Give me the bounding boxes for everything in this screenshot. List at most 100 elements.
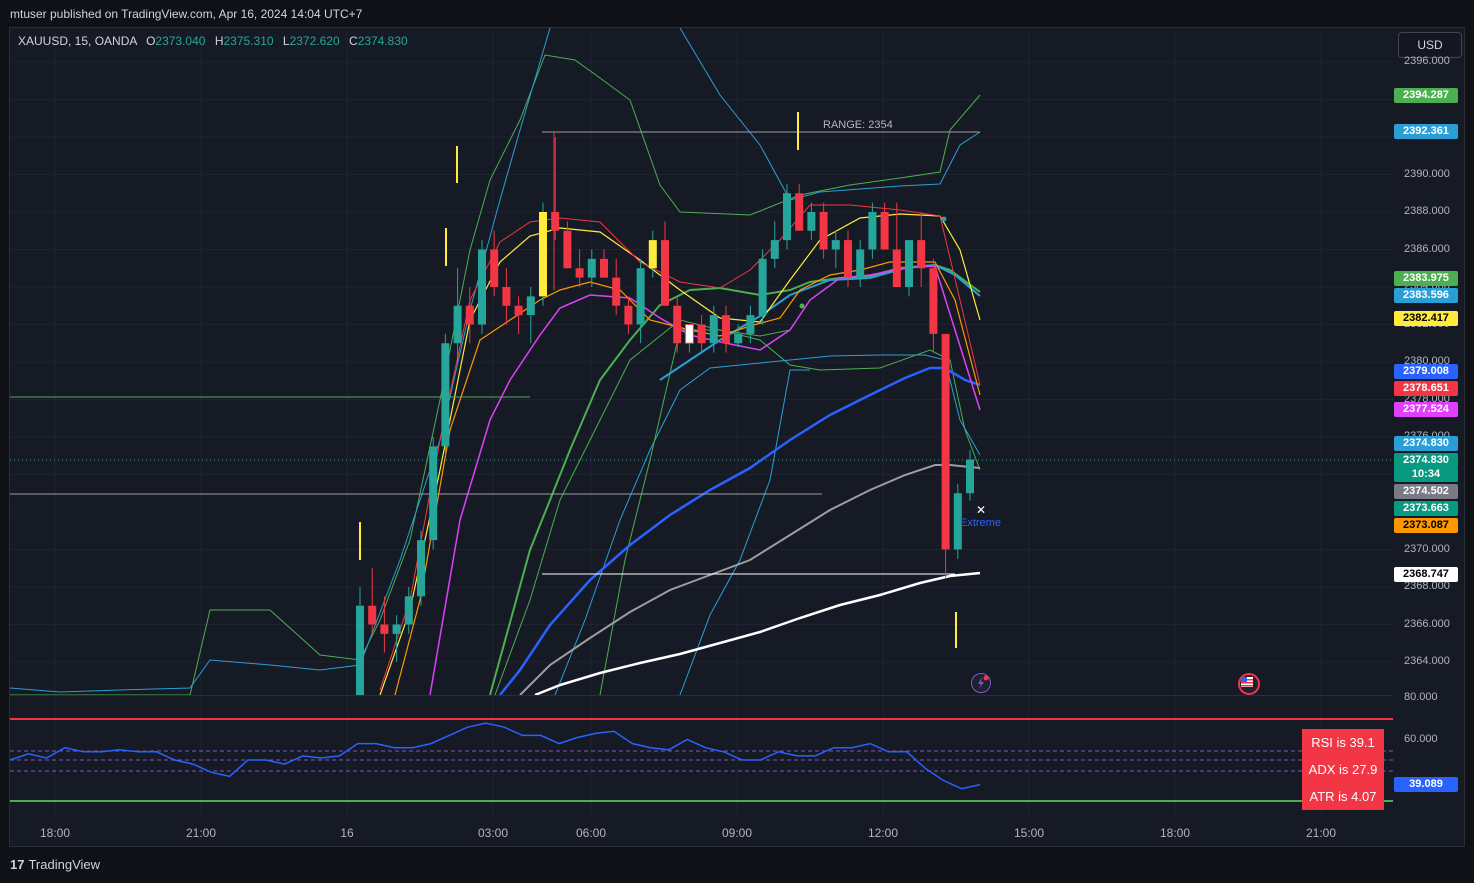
candle-body — [770, 240, 779, 259]
candle — [966, 450, 974, 501]
candle — [368, 568, 377, 634]
extreme-label: Extreme — [960, 517, 1001, 529]
candle-body — [684, 324, 694, 344]
price-tag: 2373.087 — [1394, 518, 1458, 533]
candle — [844, 230, 852, 287]
price-axis-label: 2366.000 — [1404, 617, 1450, 630]
candle — [441, 333, 450, 456]
candle — [941, 333, 950, 578]
lightning-glyph — [978, 675, 989, 689]
band-blue-lower — [554, 354, 981, 696]
candle — [465, 287, 474, 344]
currency-button[interactable]: USD — [1398, 32, 1462, 58]
candle — [429, 437, 438, 550]
atr-info-box: ATR is 4.07 — [1302, 783, 1384, 810]
candle-body — [441, 343, 450, 447]
candle-body — [868, 212, 877, 250]
candle — [746, 305, 755, 344]
candle-body — [526, 296, 535, 316]
candle-body — [624, 305, 633, 325]
price-tag: 39.089 — [1394, 777, 1458, 792]
candle — [795, 183, 804, 231]
candle — [929, 258, 938, 353]
candle — [831, 230, 840, 269]
price-tag: 2379.008 — [1394, 364, 1458, 379]
time-axis-label: 18:00 — [39, 826, 71, 840]
candle-body — [465, 305, 474, 325]
rsi-pane — [9, 718, 1393, 802]
candle — [539, 202, 547, 306]
candle — [624, 296, 633, 334]
candle-body — [392, 624, 401, 634]
time-axis-label: 03:00 — [477, 826, 509, 840]
candle-body — [783, 193, 791, 241]
us-flag-icon[interactable] — [1238, 673, 1260, 695]
candle — [892, 202, 901, 287]
candle — [905, 240, 913, 297]
candle-body — [880, 212, 889, 250]
price-axis-label: 2370.000 — [1404, 542, 1450, 555]
price-axis-label: 2390.000 — [1404, 167, 1450, 180]
candle — [697, 315, 706, 353]
price-axis-label: 2396.000 — [1404, 55, 1450, 67]
ma-blue — [499, 366, 981, 696]
price-tag: 2383.596 — [1394, 288, 1458, 303]
ma-gray — [519, 464, 981, 696]
candle — [587, 249, 596, 287]
time-axis-label: 15:00 — [1013, 826, 1045, 840]
time-axis-label: 21:00 — [185, 826, 217, 840]
candle — [404, 587, 413, 634]
candle-body — [417, 540, 425, 597]
footer-bar — [0, 848, 1474, 883]
tradingview-logo[interactable]: 17 TradingView — [10, 857, 100, 872]
candle-body — [648, 240, 657, 269]
publish-bar: mtuser published on TradingView.com, Apr… — [0, 0, 1474, 28]
candle-body — [905, 240, 913, 287]
candle-body — [575, 268, 584, 278]
candle — [648, 230, 657, 278]
price-tag: 2377.524 — [1394, 402, 1458, 417]
price-tag: 2382.417 — [1394, 311, 1458, 326]
time-axis-label: 12:00 — [867, 826, 899, 840]
candle-body — [953, 493, 962, 550]
candle-body — [563, 230, 572, 269]
candle-body — [368, 605, 377, 625]
candle-body — [514, 305, 523, 316]
candle-body — [539, 212, 547, 297]
signal-marks — [359, 112, 957, 648]
candle-body — [929, 268, 938, 334]
published-text: mtuser published on TradingView.com, Apr… — [10, 7, 363, 21]
candle — [636, 258, 645, 344]
candle-body — [612, 277, 621, 306]
rsi-axis-label: 80.000 — [1404, 691, 1438, 703]
candle-body — [709, 315, 718, 344]
lightning-icon[interactable] — [971, 673, 991, 693]
candle-body — [844, 240, 852, 278]
candle — [661, 221, 669, 306]
candle-body — [697, 324, 706, 344]
candle-body — [734, 333, 743, 344]
moving-averages — [379, 204, 981, 697]
band-blue-mid-lower — [679, 369, 810, 696]
candle — [856, 240, 865, 287]
logo-text: TradingView — [28, 857, 101, 872]
candle-body — [453, 305, 462, 344]
flag-glyph — [1241, 677, 1253, 687]
candle-body — [502, 287, 511, 306]
candle-body — [966, 459, 974, 494]
ma-lightblue — [659, 263, 981, 381]
grid-lines — [10, 28, 1393, 815]
time-axis-label: 16 — [340, 826, 354, 840]
ma-red — [379, 204, 981, 691]
price-tag: 2374.830 — [1394, 453, 1458, 468]
band-green-upper — [10, 54, 981, 696]
price-tag: 2368.747 — [1394, 567, 1458, 582]
candles[interactable] — [356, 137, 974, 695]
logo-mark: 17 — [10, 857, 25, 872]
candle-body — [478, 249, 486, 325]
candle — [722, 305, 730, 353]
high-label: H — [214, 34, 224, 48]
candle — [502, 268, 511, 325]
pane-separator[interactable] — [10, 695, 1393, 696]
